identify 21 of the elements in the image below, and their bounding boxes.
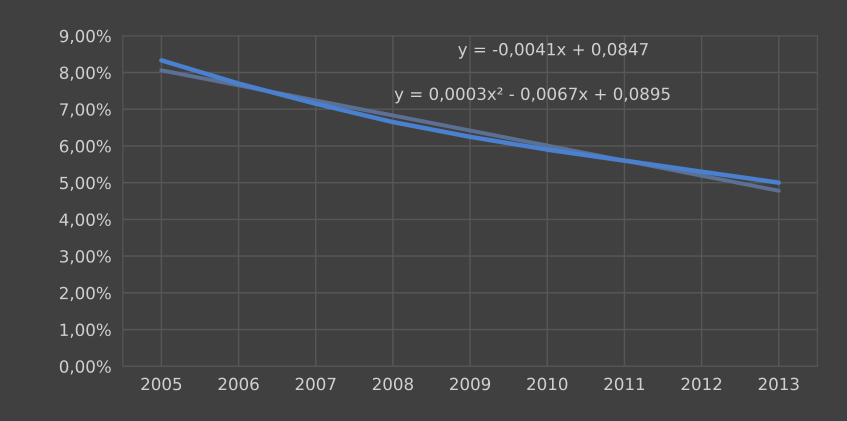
annotation: y = 0,0003x² - 0,0067x + 0,0895	[394, 88, 670, 104]
x-tick-label: 2010	[527, 378, 568, 390]
annotation: y = -0,0041x + 0,0847	[458, 42, 648, 59]
x-tick-label: 2012	[682, 378, 722, 390]
y-tick-label: 9,00%	[60, 30, 111, 44]
y-tick-label: 3,00%	[60, 250, 111, 264]
x-tick-label: 2009	[450, 378, 490, 390]
y-tick-label: 2,00%	[60, 286, 111, 302]
y-tick-label: 4,00%	[60, 213, 111, 228]
y-tick-label: 8,00%	[60, 66, 111, 81]
x-tick-label: 2011	[604, 378, 644, 390]
y-tick-label: 7,00%	[60, 103, 111, 118]
x-tick-label: 2005	[141, 378, 182, 390]
x-tick-label: 2006	[218, 378, 259, 390]
x-tick-label: 2013	[758, 378, 799, 390]
y-tick-label: 1,00%	[60, 324, 111, 338]
y-tick-label: 5,00%	[60, 176, 111, 191]
x-tick-label: 2007	[296, 378, 336, 390]
y-tick-label: 6,00%	[60, 140, 111, 154]
x-tick-label: 2008	[372, 378, 413, 390]
y-tick-label: 0,00%	[60, 360, 111, 375]
